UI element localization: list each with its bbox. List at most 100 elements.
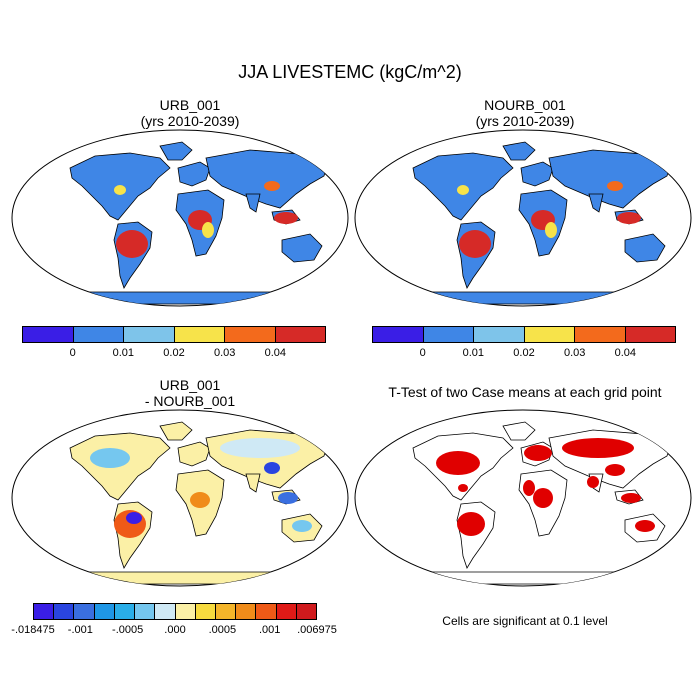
- colorbar-tick-label: .006975: [297, 624, 337, 636]
- colorbar-swatch: [225, 327, 276, 342]
- map-urb: [11, 129, 349, 307]
- colorbar-swatch: [373, 327, 424, 342]
- colorbar-swatch: [296, 604, 317, 619]
- colorbar-swatch: [236, 604, 257, 619]
- colorbar-swatch: [34, 604, 55, 619]
- se-asia-diff-region: [278, 492, 298, 504]
- continent-antarctica: [59, 291, 311, 305]
- africa-mid-region: [202, 222, 214, 238]
- colorbar-swatch: [74, 604, 95, 619]
- panel-3-title-line1: URB_001: [159, 377, 221, 393]
- amazon-high-region: [459, 230, 491, 258]
- colorbar-tick-label: 0.04: [264, 347, 287, 359]
- colorbar-urb-ticks: 0 0.01 0.02 0.03 0.04: [22, 347, 326, 361]
- colorbar-tick-label: 0.03: [213, 347, 236, 359]
- se-asia-high-region: [617, 212, 641, 224]
- continent-india: [245, 473, 261, 493]
- congo-diff-region: [190, 492, 210, 508]
- colorbar-tick-label: .0005: [208, 624, 237, 636]
- colorbar-swatch: [625, 327, 675, 342]
- significant-cells: [523, 480, 535, 496]
- panel-2-title-line2: (yrs 2010-2039): [475, 113, 575, 129]
- continent-antarctica: [402, 291, 654, 305]
- map-nourb: [354, 129, 692, 307]
- continent-europe: [177, 441, 211, 467]
- east-asia-mid-region: [264, 181, 280, 191]
- colorbar-tick-label: 0.04: [614, 347, 637, 359]
- significant-cells: [457, 512, 485, 536]
- colorbar-swatch: [423, 327, 474, 342]
- colorbar-tick-label: 0.01: [462, 347, 485, 359]
- colorbar-swatch: [73, 327, 124, 342]
- colorbar-swatch: [275, 327, 325, 342]
- continent-india: [245, 193, 261, 213]
- significant-cells: [436, 451, 480, 475]
- colorbar-swatch: [175, 604, 196, 619]
- colorbar-swatch: [195, 604, 216, 619]
- colorbar-nourb: [372, 326, 676, 343]
- colorbar-swatch: [54, 604, 75, 619]
- africa-mid-region: [545, 222, 557, 238]
- panel-4-title-line1: T-Test of two Case means at each grid po…: [388, 384, 662, 400]
- colorbar-tick-label: -.0005: [112, 624, 144, 636]
- panel-2-title-line1: NOURB_001: [484, 97, 566, 113]
- north-america-diff-region: [90, 448, 130, 468]
- colorbar-swatch: [23, 327, 74, 342]
- colorbar-swatch: [174, 327, 225, 342]
- colorbar-swatch: [114, 604, 136, 619]
- significant-cells: [621, 493, 641, 503]
- significant-cells: [458, 484, 468, 492]
- panel-2-title: NOURB_001 (yrs 2010-2039): [365, 97, 685, 129]
- colorbar-tick-label: .000: [164, 624, 186, 636]
- amazon-negative-region: [126, 512, 142, 524]
- map-ttest: [354, 409, 692, 587]
- amazon-high-region: [116, 230, 148, 258]
- continent-antarctica: [59, 571, 311, 585]
- colorbar-swatch: [276, 604, 297, 619]
- colorbar-tick-label: 0.02: [513, 347, 535, 359]
- colorbar-swatch: [575, 327, 626, 342]
- colorbar-tick-label: -.018475: [11, 624, 55, 636]
- continent-greenland: [502, 421, 536, 441]
- colorbar-tick-label: 0.02: [163, 347, 185, 359]
- asia-diff-region: [220, 438, 300, 458]
- panel-1-title: URB_001 (yrs 2010-2039): [30, 97, 350, 129]
- significant-cells: [533, 488, 553, 508]
- figure-title: JJA LIVESTEMC (kgC/m^2): [238, 62, 462, 82]
- colorbar-tick-label: 0: [419, 347, 426, 359]
- colorbar-swatch: [135, 604, 156, 619]
- east-us-mid-region: [114, 185, 126, 195]
- se-asia-high-region: [274, 212, 298, 224]
- continent-australia: [624, 233, 666, 263]
- colorbar-difference-ticks: -.018475 -.001 -.0005 .000 .0005 .001 .006975: [11, 624, 337, 638]
- map-difference: [11, 409, 349, 587]
- continent-india: [588, 193, 604, 213]
- significant-cells: [524, 445, 552, 461]
- continent-antarctica: [402, 571, 654, 585]
- east-asia-mid-region: [607, 181, 623, 191]
- colorbar-tick-label: 0.03: [563, 347, 586, 359]
- colorbar-difference: [33, 603, 317, 620]
- panel-3-title: URB_001 - NOURB_001: [30, 377, 350, 409]
- continent-greenland: [159, 421, 193, 441]
- significant-cells: [635, 520, 655, 532]
- colorbar-swatch: [215, 604, 237, 619]
- significant-cells: [587, 476, 599, 488]
- colorbar-tick-label: 0: [69, 347, 76, 359]
- ttest-note: Cells are significant at 0.1 level: [442, 614, 608, 628]
- colorbar-swatch: [94, 604, 115, 619]
- colorbar-swatch: [256, 604, 277, 619]
- continent-europe: [177, 161, 211, 187]
- colorbar-swatch: [155, 604, 176, 619]
- continent-europe: [520, 161, 554, 187]
- colorbar-tick-label: .001: [258, 624, 281, 636]
- significant-cells: [605, 464, 625, 476]
- continent-greenland: [159, 141, 193, 161]
- panel-1-title-line1: URB_001: [159, 97, 221, 113]
- panel-4-title: T-Test of two Case means at each grid po…: [350, 384, 700, 400]
- east-us-mid-region: [457, 185, 469, 195]
- australia-diff-region: [292, 520, 312, 532]
- colorbar-swatch: [474, 327, 525, 342]
- colorbar-tick-label: 0.01: [112, 347, 135, 359]
- east-asia-diff-region: [264, 462, 280, 474]
